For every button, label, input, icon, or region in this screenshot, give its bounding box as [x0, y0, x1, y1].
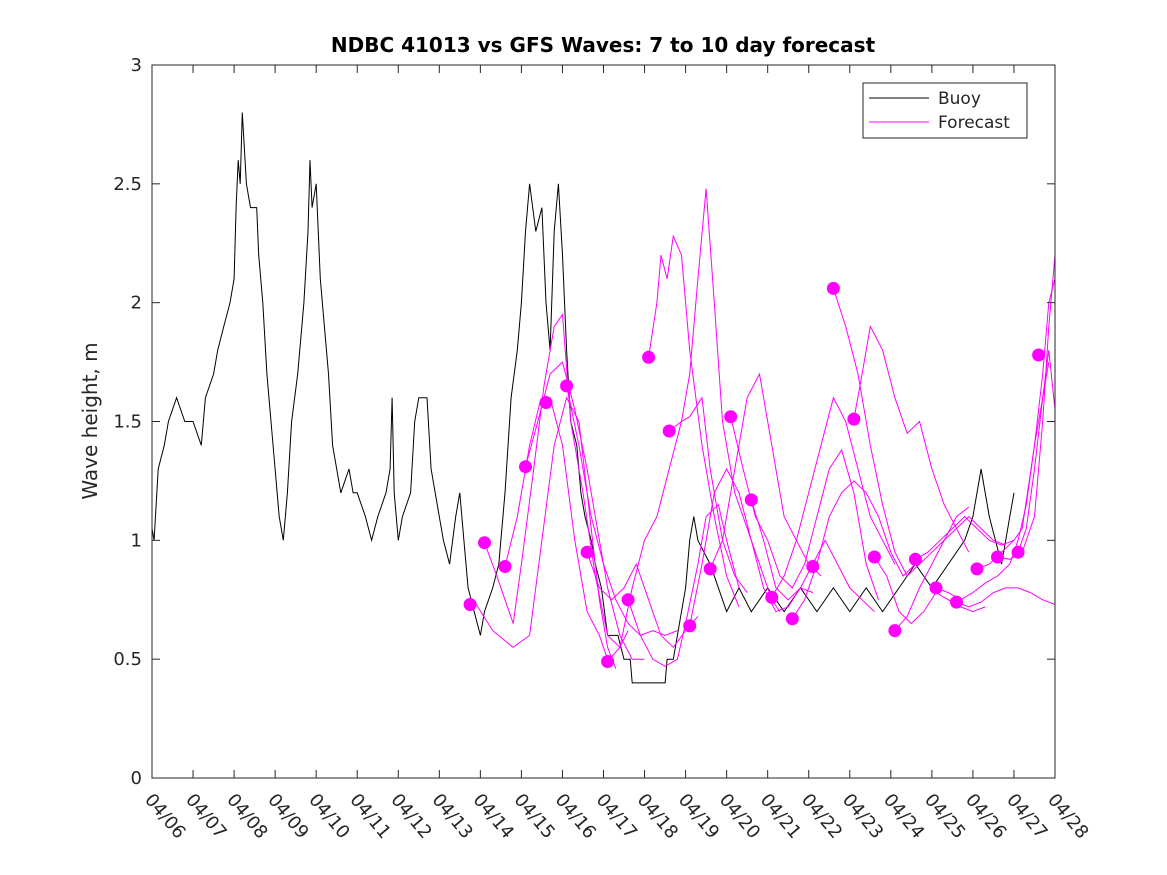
forecast-line — [1017, 350, 1056, 553]
buoy-line — [151, 112, 1015, 684]
x-tick-label: 04/27 — [1002, 790, 1051, 843]
forecast-marker — [785, 612, 799, 626]
forecast-marker — [991, 550, 1004, 564]
forecast-marker — [519, 460, 532, 474]
x-tick-label: 04/07 — [181, 790, 230, 843]
forecast-line — [771, 396, 896, 598]
x-tick-label: 04/24 — [879, 790, 928, 843]
forecast-marker — [683, 619, 697, 633]
forecast-marker — [580, 545, 594, 559]
y-axis: 0 0.5 1 1.5 2 2.5 3 — [113, 55, 1055, 789]
x-tick-label: 04/14 — [469, 790, 518, 843]
x-tick-label: 04/11 — [345, 790, 394, 843]
forecast-line — [915, 515, 1015, 560]
forecast-marker — [765, 590, 779, 604]
x-tick-label: 04/17 — [592, 790, 641, 843]
x-tick-label: 04/16 — [551, 790, 600, 843]
x-tick-label: 04/25 — [920, 790, 969, 843]
forecast-line — [730, 416, 879, 600]
forecast-marker — [498, 560, 512, 573]
forecast-line — [997, 255, 1056, 560]
y-tick-label: 0.5 — [113, 649, 142, 670]
forecast-marker — [703, 562, 717, 576]
forecast-line — [475, 396, 617, 669]
x-tick-label: 04/08 — [222, 790, 271, 843]
y-tick-label: 1 — [131, 530, 142, 551]
forecast-marker — [806, 560, 820, 573]
forecast-marker — [539, 396, 553, 409]
forecast-line — [873, 556, 986, 625]
x-tick-label: 04/12 — [386, 790, 435, 843]
forecast-marker — [826, 281, 840, 295]
y-tick-label: 3 — [131, 55, 142, 76]
forecast-marker — [642, 350, 656, 364]
legend: Buoy Forecast — [862, 82, 1028, 139]
forecast-line — [586, 552, 699, 649]
y-axis-label: Wave height, m — [78, 342, 102, 499]
x-tick-label: 04/26 — [961, 790, 1010, 843]
x-tick-label: 04/19 — [674, 790, 723, 843]
x-tick-label: 04/09 — [263, 790, 312, 843]
forecast-marker — [662, 424, 676, 438]
x-tick-label: 04/06 — [140, 790, 189, 843]
forecast-marker — [847, 412, 861, 426]
y-tick-label: 2 — [131, 293, 142, 314]
buoy-series — [151, 112, 1015, 684]
forecast-line — [566, 385, 678, 636]
legend-label-buoy: Buoy — [938, 89, 981, 109]
forecast-line — [648, 234, 740, 608]
forecast-line — [853, 324, 970, 553]
legend-box — [862, 82, 1028, 139]
y-tick-label: 0 — [131, 768, 142, 789]
x-tick-label: 04/10 — [304, 790, 353, 843]
forecast-marker — [908, 552, 922, 566]
forecast-line — [709, 372, 822, 577]
x-tick-label: 04/28 — [1043, 790, 1092, 843]
y-tick-label: 1.5 — [113, 412, 142, 433]
forecast-line — [791, 480, 916, 620]
forecast-line — [689, 467, 813, 626]
forecast-marker — [888, 624, 902, 638]
chart-title: NDBC 41013 vs GFS Waves: 7 to 10 day for… — [331, 33, 876, 57]
forecast-line — [894, 515, 1006, 631]
forecast-marker — [601, 655, 615, 668]
y-tick-label: 2.5 — [113, 174, 142, 195]
forecast-marker — [950, 595, 963, 609]
x-tick-label: 04/22 — [797, 790, 846, 843]
x-tick-label: 04/13 — [427, 790, 476, 843]
forecast-marker — [463, 598, 477, 611]
forecast-marker — [867, 550, 881, 564]
forecast-marker — [478, 536, 491, 550]
forecast-marker — [744, 493, 758, 507]
forecast-line — [956, 587, 1056, 608]
forecast-line — [668, 188, 781, 612]
forecast-marker — [970, 562, 984, 576]
x-tick-label: 04/15 — [510, 790, 559, 843]
forecast-line — [484, 313, 629, 649]
forecast-marker — [560, 379, 574, 393]
x-tick-label: 04/20 — [715, 790, 764, 843]
x-tick-label: 04/21 — [756, 790, 805, 843]
forecast-marker — [929, 581, 943, 595]
forecast-marker — [1032, 348, 1046, 362]
forecast-line — [525, 361, 645, 660]
forecast-line — [504, 396, 609, 660]
forecast-marker — [1011, 545, 1025, 559]
forecast-marker — [724, 410, 738, 424]
x-tick-label: 04/23 — [838, 790, 887, 843]
forecast-marker — [621, 593, 635, 607]
forecast-markers — [463, 281, 1046, 668]
forecast-series — [475, 188, 1056, 669]
legend-label-forecast: Forecast — [938, 113, 1010, 133]
forecast-line — [832, 288, 970, 577]
x-tick-label: 04/18 — [633, 790, 682, 843]
